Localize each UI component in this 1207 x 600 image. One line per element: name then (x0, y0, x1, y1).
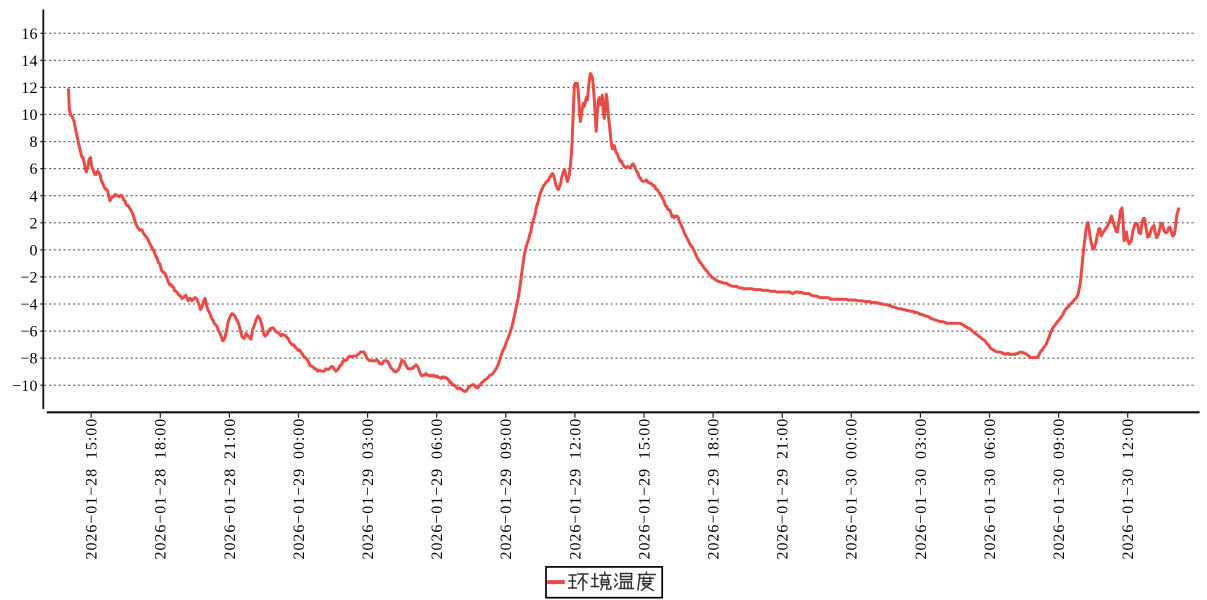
svg-text:14: 14 (21, 53, 38, 70)
svg-text:−10: −10 (12, 378, 38, 395)
svg-text:6: 6 (30, 161, 38, 178)
svg-text:2026−01−30 03:00: 2026−01−30 03:00 (913, 418, 930, 560)
svg-text:−6: −6 (20, 324, 38, 341)
svg-text:−4: −4 (20, 297, 38, 314)
svg-text:2026−01−29 06:00: 2026−01−29 06:00 (429, 418, 446, 560)
svg-text:2026−01−29 03:00: 2026−01−29 03:00 (360, 418, 377, 560)
svg-text:2: 2 (30, 215, 38, 232)
svg-text:0: 0 (30, 243, 38, 260)
svg-text:2026−01−29 18:00: 2026−01−29 18:00 (706, 418, 723, 560)
svg-text:10: 10 (21, 107, 38, 124)
svg-text:2026−01−28 15:00: 2026−01−28 15:00 (84, 418, 101, 560)
svg-text:12: 12 (21, 80, 38, 97)
svg-text:2026−01−30 09:00: 2026−01−30 09:00 (1051, 418, 1068, 560)
svg-text:2026−01−30 12:00: 2026−01−30 12:00 (1120, 418, 1137, 560)
svg-text:16: 16 (21, 26, 38, 43)
svg-text:−2: −2 (20, 270, 38, 287)
svg-text:2026−01−28 21:00: 2026−01−28 21:00 (222, 418, 239, 560)
svg-text:2026−01−29 15:00: 2026−01−29 15:00 (636, 418, 653, 560)
svg-text:2026−01−30 06:00: 2026−01−30 06:00 (982, 418, 999, 560)
svg-text:8: 8 (30, 134, 38, 151)
svg-text:2026−01−30 00:00: 2026−01−30 00:00 (844, 418, 861, 560)
svg-text:−8: −8 (20, 351, 38, 368)
svg-text:2026−01−29 00:00: 2026−01−29 00:00 (291, 418, 308, 560)
svg-text:2026−01−29 21:00: 2026−01−29 21:00 (775, 418, 792, 560)
svg-text:4: 4 (30, 188, 38, 205)
svg-text:2026−01−28 18:00: 2026−01−28 18:00 (153, 418, 170, 560)
svg-text:2026−01−29 09:00: 2026−01−29 09:00 (498, 418, 515, 560)
svg-text:2026−01−29 12:00: 2026−01−29 12:00 (567, 418, 584, 560)
